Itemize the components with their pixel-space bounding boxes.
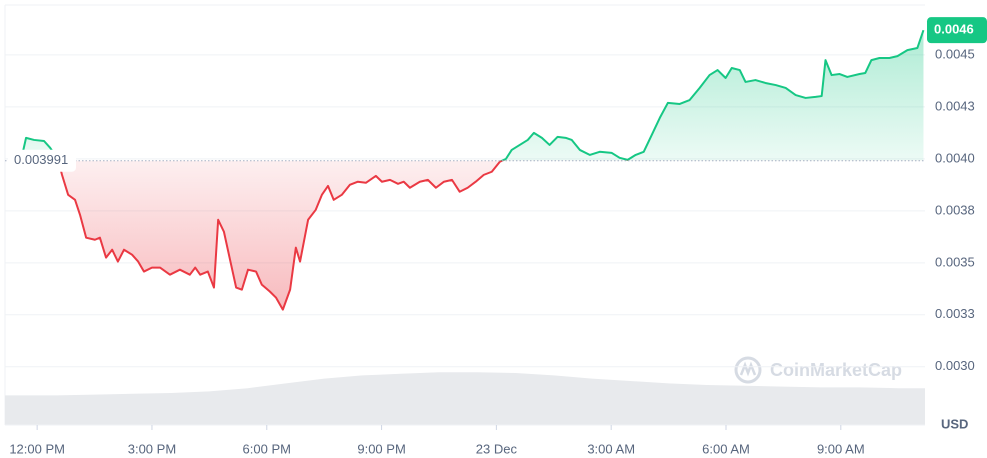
y-tick-label: 0.0035 xyxy=(935,254,975,269)
x-tick-label: 6:00 PM xyxy=(243,441,291,456)
watermark-logo xyxy=(734,356,762,384)
watermark-text: CoinMarketCap xyxy=(770,360,902,380)
x-tick-label: 6:00 AM xyxy=(702,441,750,456)
y-tick-label: 0.0045 xyxy=(935,46,975,61)
y-tick-label: 0.0038 xyxy=(935,202,975,217)
price-line xyxy=(21,29,925,311)
x-tick-label: 12:00 PM xyxy=(9,441,65,456)
reference-label: 0.003991 xyxy=(14,152,68,167)
watermark: CoinMarketCap xyxy=(734,356,902,384)
volume-area xyxy=(5,372,925,425)
price-area xyxy=(22,30,924,310)
x-tick-label: 3:00 AM xyxy=(587,441,635,456)
watermark-logo xyxy=(739,361,757,377)
y-tick-label: 0.0040 xyxy=(935,150,975,165)
y-tick-label: 0.0030 xyxy=(935,358,975,373)
reference-label-box xyxy=(8,149,76,172)
y-tick-label: 0.0033 xyxy=(935,306,975,321)
x-tick-label: 23 Dec xyxy=(476,441,518,456)
x-tick-label: 9:00 AM xyxy=(817,441,865,456)
x-tick-label: 3:00 PM xyxy=(128,441,176,456)
current-price-box xyxy=(927,17,987,44)
x-tick-label: 9:00 PM xyxy=(357,441,405,456)
currency-label: USD xyxy=(941,416,968,431)
current-price-label: 0.0046 xyxy=(934,22,974,37)
y-tick-label: 0.0043 xyxy=(935,98,975,113)
